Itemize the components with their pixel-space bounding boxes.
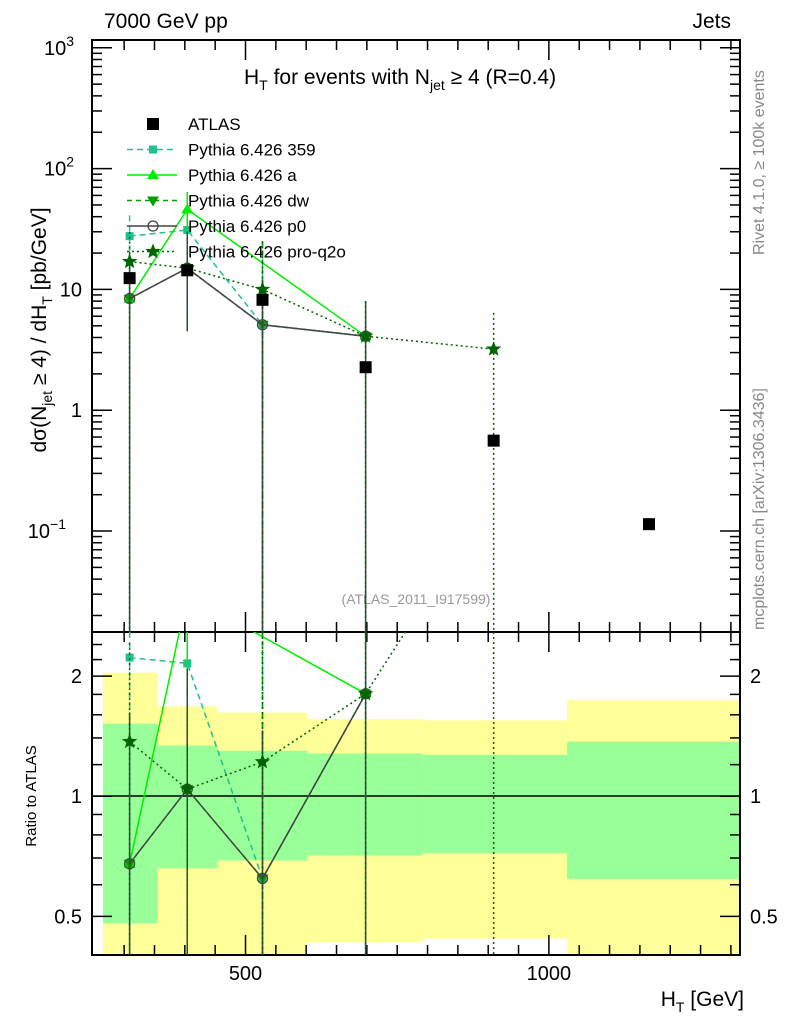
y-tick-exponent: 3 bbox=[66, 33, 74, 49]
chart-title: HT for events with Njet ≥ 4 (R=0.4) bbox=[244, 66, 556, 93]
legend-label: Pythia 6.426 dw bbox=[188, 192, 310, 211]
legend-entry: Pythia 6.426 dw bbox=[127, 192, 310, 211]
series-line bbox=[129, 267, 366, 337]
y-tick-base: 1 bbox=[71, 400, 82, 422]
header-right: Jets bbox=[692, 10, 731, 33]
legend-marker bbox=[149, 145, 157, 154]
axis-ticks bbox=[92, 40, 740, 956]
side-text-top: Rivet 4.1.0, ≥ 100k events bbox=[751, 70, 768, 255]
watermark: (ATLAS_2011_I917599) bbox=[342, 591, 491, 607]
atlas-data-point bbox=[256, 293, 269, 306]
ratio-line bbox=[129, 693, 367, 880]
legend-marker bbox=[147, 118, 159, 130]
legend-entry: ATLAS bbox=[147, 115, 241, 134]
ratio-tick-label: 1 bbox=[750, 786, 761, 808]
atlas-data-point bbox=[181, 264, 194, 277]
y-tick-label: 103 bbox=[44, 33, 74, 60]
ratio-uncertainty-bands bbox=[102, 672, 740, 955]
y-tick-label: 10−1 bbox=[28, 516, 66, 543]
ratio-point bbox=[181, 589, 193, 599]
ratio-point bbox=[357, 685, 374, 701]
data-point bbox=[181, 203, 194, 214]
ratio-point bbox=[125, 653, 134, 662]
y-tick-base: 10 bbox=[60, 279, 82, 301]
legend-entry: Pythia 6.426 p0 bbox=[127, 217, 306, 236]
stat-uncertainty-band bbox=[567, 741, 740, 880]
ratio-tick-label: 0.5 bbox=[54, 906, 82, 928]
ratio-series bbox=[121, 632, 407, 796]
y-tick-exponent: 2 bbox=[66, 154, 74, 170]
legend-marker bbox=[145, 243, 161, 259]
ratio-point bbox=[254, 753, 271, 769]
atlas-data-point bbox=[487, 434, 500, 447]
legend-entry: Pythia 6.426 pro-q2o bbox=[127, 243, 346, 262]
ratio-tick-label: 1 bbox=[71, 786, 82, 808]
y-tick-label: 10 bbox=[60, 279, 82, 301]
legend-label: Pythia 6.426 a bbox=[188, 166, 297, 185]
side-text-bottom: mcplots.cern.ch [arXiv:1306.3436] bbox=[751, 388, 768, 630]
stat-uncertainty-band bbox=[422, 754, 568, 854]
data-point bbox=[254, 281, 271, 297]
ratio-point bbox=[121, 733, 138, 749]
series-pro-q2o bbox=[121, 231, 502, 955]
data-point bbox=[485, 341, 502, 356]
series-layer bbox=[121, 192, 655, 955]
atlas-data-point bbox=[359, 361, 372, 374]
header-left: 7000 GeV pp bbox=[104, 10, 228, 33]
data-point bbox=[121, 253, 138, 269]
ratio-tick-label: 0.5 bbox=[750, 906, 778, 928]
legend-label: Pythia 6.426 359 bbox=[188, 141, 316, 160]
ratio-tick-label: 2 bbox=[750, 666, 761, 688]
x-tick-label: 1000 bbox=[527, 963, 572, 985]
legend: ATLAS Pythia 6.426 359 Pythia 6.426 a Pythi… bbox=[127, 115, 346, 262]
data-point bbox=[256, 319, 269, 331]
legend-marker bbox=[147, 169, 159, 179]
legend-marker bbox=[147, 220, 159, 232]
y-tick-base: 10 bbox=[44, 38, 66, 60]
data-point bbox=[125, 232, 134, 241]
y-tick-base: 10 bbox=[28, 521, 50, 543]
ratio-y-axis-label: Ratio to ATLAS bbox=[23, 745, 40, 846]
ratio-point bbox=[179, 781, 195, 796]
legend-marker bbox=[147, 196, 159, 207]
atlas-data-point bbox=[642, 518, 655, 531]
x-axis-label: HT [GeV] bbox=[661, 988, 744, 1015]
y-tick-exponent: −1 bbox=[50, 516, 66, 532]
legend-label: ATLAS bbox=[188, 115, 241, 134]
y-tick-label: 102 bbox=[44, 154, 74, 181]
x-tick-label: 500 bbox=[229, 963, 262, 985]
atlas-data-point bbox=[123, 272, 136, 285]
legend-entry: Pythia 6.426 a bbox=[127, 166, 297, 185]
y-tick-label: 1 bbox=[71, 400, 82, 422]
ratio-plot-frame bbox=[91, 631, 741, 956]
legend-label: Pythia 6.426 p0 bbox=[188, 217, 306, 236]
y-tick-base: 10 bbox=[44, 159, 66, 181]
y-axis-label: dσ(Njet ≥ 4) / dHT [pb/GeV] bbox=[28, 207, 55, 452]
legend-label: Pythia 6.426 pro-q2o bbox=[188, 243, 346, 262]
ratio-tick-label: 2 bbox=[71, 666, 82, 688]
series-line bbox=[129, 267, 366, 337]
legend-entry: Pythia 6.426 359 bbox=[127, 141, 316, 160]
data-point bbox=[357, 328, 374, 343]
ratio-line bbox=[128, 632, 367, 864]
